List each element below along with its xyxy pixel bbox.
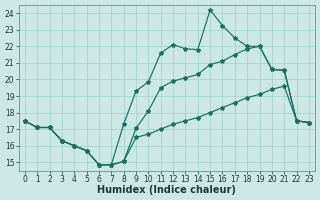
X-axis label: Humidex (Indice chaleur): Humidex (Indice chaleur) [98,185,236,195]
